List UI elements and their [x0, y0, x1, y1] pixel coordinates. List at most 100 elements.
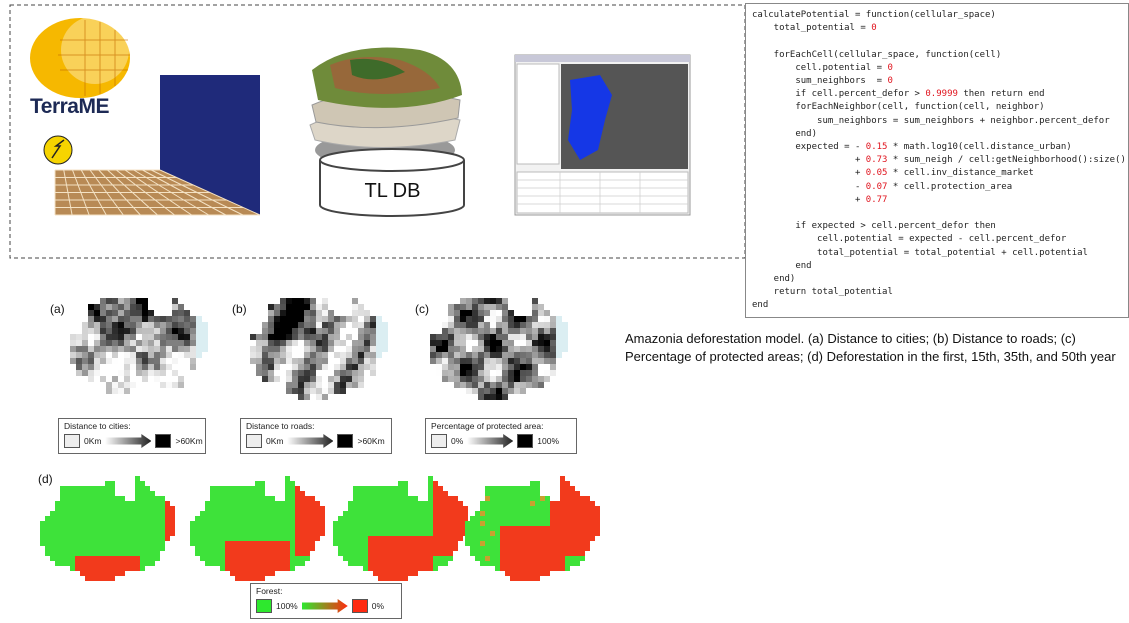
map-cell	[118, 358, 124, 364]
map-cell	[453, 506, 458, 511]
map-cell	[443, 501, 448, 506]
map-cell	[393, 496, 398, 501]
map-cell	[80, 486, 85, 491]
map-cell	[220, 486, 225, 491]
map-cell	[496, 358, 502, 364]
map-cell	[403, 486, 408, 491]
map-cell	[585, 521, 590, 526]
map-cell	[540, 511, 545, 516]
map-cell	[235, 521, 240, 526]
map-cell	[142, 322, 148, 328]
map-cell	[270, 571, 275, 576]
map-cell	[220, 521, 225, 526]
map-cell	[580, 526, 585, 531]
map-cell	[166, 322, 172, 328]
map-cell	[100, 556, 105, 561]
map-cell	[403, 506, 408, 511]
map-cell	[580, 531, 585, 536]
map-cell	[280, 511, 285, 516]
map-cell	[580, 511, 585, 516]
map-cell	[60, 511, 65, 516]
map-cell	[150, 556, 155, 561]
map-cell	[495, 536, 500, 541]
map-cell	[514, 388, 520, 394]
map-cell	[428, 506, 433, 511]
map-cell	[295, 541, 300, 546]
map-cell	[495, 491, 500, 496]
map-cell	[262, 334, 268, 340]
map-cell	[368, 536, 373, 541]
code-text: calculatePotential = function(cellular_s…	[752, 10, 1126, 311]
map-cell	[328, 358, 334, 364]
map-cell	[280, 531, 285, 536]
map-cell	[124, 394, 130, 400]
map-cell	[490, 526, 495, 531]
map-cell	[368, 496, 373, 501]
map	[70, 298, 208, 400]
map-cell	[413, 571, 418, 576]
map-cell	[210, 546, 215, 551]
map-cell	[275, 516, 280, 521]
map-cell	[403, 536, 408, 541]
map-cell	[500, 501, 505, 506]
map-cell	[140, 481, 145, 486]
map-cell	[418, 551, 423, 556]
map-cell	[200, 556, 205, 561]
map-cell	[305, 541, 310, 546]
map-cell	[125, 521, 130, 526]
map-cell	[472, 310, 478, 316]
map-cell	[448, 536, 453, 541]
map-cell	[383, 511, 388, 516]
map-cell	[250, 334, 256, 340]
map-cell	[370, 346, 376, 352]
map-cell	[333, 531, 338, 536]
map-cell	[525, 521, 530, 526]
map-cell	[535, 521, 540, 526]
map-cell	[490, 491, 495, 496]
map-cell	[120, 511, 125, 516]
map-cell	[590, 531, 595, 536]
map-cell	[443, 541, 448, 546]
map-cell	[358, 370, 364, 376]
map-cell	[453, 501, 458, 506]
map-cell	[500, 541, 505, 546]
map-cell	[310, 322, 316, 328]
map-cell	[540, 521, 545, 526]
map-cell	[55, 521, 60, 526]
map-cell	[106, 340, 112, 346]
map-cell	[475, 521, 480, 526]
map-cell	[373, 506, 378, 511]
map-cell	[433, 541, 438, 546]
map-cell	[532, 346, 538, 352]
map-cell	[496, 328, 502, 334]
map-cell	[466, 322, 472, 328]
map-cell	[142, 340, 148, 346]
map-cell	[205, 506, 210, 511]
map-cell	[570, 511, 575, 516]
map-cell	[343, 551, 348, 556]
map-cell	[448, 304, 454, 310]
map-cell	[240, 561, 245, 566]
map-cell	[60, 541, 65, 546]
map-cell	[433, 566, 438, 571]
map-cell	[368, 491, 373, 496]
map-cell	[125, 511, 130, 516]
map-cell	[478, 328, 484, 334]
map-cell	[458, 526, 463, 531]
map-cell	[250, 566, 255, 571]
map-cell	[160, 521, 165, 526]
map-cell	[556, 352, 562, 358]
map-cell	[496, 346, 502, 352]
map-cell	[75, 491, 80, 496]
map-cell	[585, 511, 590, 516]
map-cell	[545, 541, 550, 546]
map-cell	[112, 322, 118, 328]
map-cell	[166, 352, 172, 358]
map-cell	[135, 491, 140, 496]
map-cell	[514, 370, 520, 376]
map-cell	[65, 531, 70, 536]
map-cell	[430, 358, 436, 364]
map-cell	[496, 394, 502, 400]
map-cell	[94, 310, 100, 316]
map-cell	[130, 546, 135, 551]
